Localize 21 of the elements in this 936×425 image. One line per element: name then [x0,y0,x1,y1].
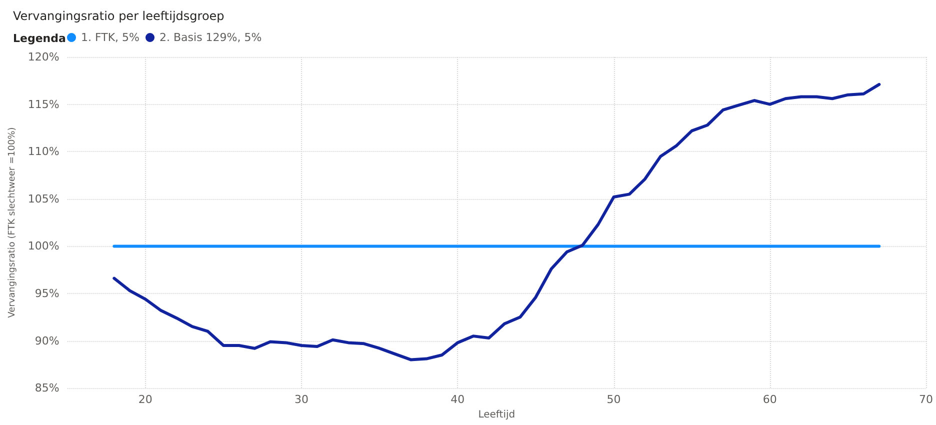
legend-label: 2. Basis 129%, 5% [160,31,262,44]
x-tick-label: 20 [138,393,152,406]
y-tick-label: 115% [28,98,60,111]
line-series [112,82,881,362]
y-tick-label: 105% [28,192,60,206]
x-tick-label: 60 [762,393,777,406]
y-tick-label: 85% [34,382,60,395]
y-tick-label: 110% [28,145,60,158]
y-tick-label: 120% [28,50,60,64]
x-tick-label: 50 [606,393,621,406]
legend-title: Legenda [13,32,66,45]
x-axis-title: Leeftijd [478,410,516,420]
y-tick-label: 100% [28,240,60,253]
x-tick-label: 40 [450,393,465,406]
chart-title: Vervangingsratio per leeftijdsgroep [13,9,224,23]
x-tick-label: 30 [294,393,309,406]
x-tick-label: 70 [919,393,933,406]
y-tick-label: 95% [34,287,60,300]
legend-label: 1. FTK, 5% [81,31,140,44]
y-axis-title: Vervangingsratio (FTK slechtweer =100%) [8,127,18,318]
y-tick-label: 90% [34,334,60,348]
